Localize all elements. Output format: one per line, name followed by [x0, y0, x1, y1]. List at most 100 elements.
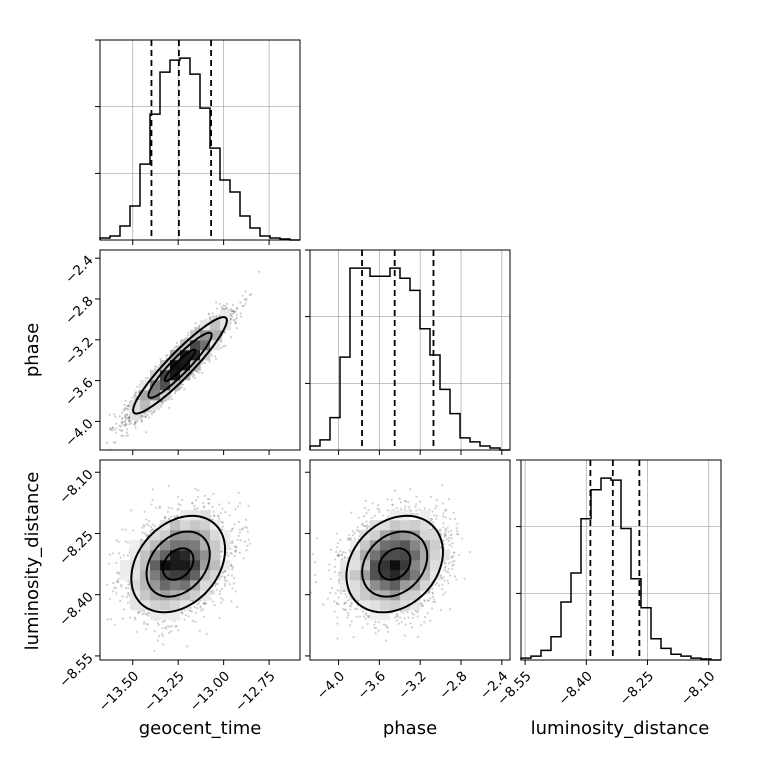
- sample-point: [208, 313, 211, 316]
- sample-point: [234, 318, 237, 321]
- histogram-steps-phase: [309, 267, 510, 451]
- sample-point: [239, 312, 242, 315]
- sample-point: [208, 360, 211, 363]
- sample-point: [210, 315, 213, 318]
- sample-point: [148, 416, 151, 419]
- sample-point: [160, 400, 164, 403]
- sample-point: [223, 331, 227, 334]
- sample-point: [140, 418, 143, 421]
- sample-point: [111, 426, 114, 430]
- sample-point: [218, 314, 221, 318]
- sample-point: [220, 337, 223, 340]
- sample-point: [124, 423, 127, 427]
- sample-point: [144, 416, 147, 419]
- sample-point: [230, 313, 233, 316]
- sample-point: [183, 338, 186, 341]
- sample-point: [124, 415, 127, 418]
- sample-point: [100, 452, 102, 454]
- sample-point: [126, 405, 130, 408]
- sample-point: [109, 428, 112, 431]
- sample-point: [120, 421, 123, 424]
- sample-point: [230, 308, 233, 311]
- sample-point: [197, 327, 200, 330]
- sample-point: [133, 423, 136, 426]
- sample-point: [126, 434, 130, 437]
- sample-point: [110, 427, 113, 430]
- sample-point: [225, 307, 228, 310]
- sample-point: [165, 357, 168, 360]
- sample-point: [133, 394, 136, 397]
- panel-frame: [520, 459, 722, 661]
- sample-point: [161, 400, 164, 403]
- sample-point: [222, 307, 225, 310]
- sample-point: [128, 420, 131, 423]
- sample-point: [244, 290, 247, 293]
- sample-point: [125, 407, 128, 410]
- sample-point: [243, 297, 246, 301]
- sample-point: [225, 302, 229, 305]
- sample-point: [220, 305, 223, 308]
- sample-point: [115, 426, 118, 430]
- sample-point: [153, 367, 157, 370]
- sample-point: [145, 431, 148, 434]
- sample-point: [91, 445, 93, 447]
- sample-point: [120, 422, 124, 425]
- sample-point: [127, 418, 131, 422]
- sample-point: [218, 302, 221, 305]
- sample-point: [211, 312, 214, 315]
- sample-point: [195, 326, 199, 329]
- sample-point: [198, 327, 201, 330]
- sample-point: [111, 426, 114, 429]
- sample-point: [124, 425, 127, 428]
- sample-point: [174, 390, 177, 393]
- sample-point: [114, 422, 118, 425]
- sample-point: [164, 399, 167, 402]
- sample-point: [129, 422, 133, 425]
- sample-point: [235, 327, 238, 330]
- sample-point: [124, 407, 127, 410]
- sample-point: [182, 383, 185, 386]
- sample-point: [214, 301, 218, 304]
- sample-point: [175, 345, 178, 348]
- sample-point: [245, 297, 248, 300]
- sample-point: [220, 346, 223, 350]
- sample-point: [113, 413, 116, 416]
- sample-point: [232, 318, 235, 322]
- sample-point: [144, 415, 147, 418]
- sample-point: [212, 315, 215, 318]
- sample-point: [134, 426, 137, 429]
- sample-point: [225, 306, 228, 310]
- sample-point: [124, 399, 127, 402]
- sample-point: [242, 304, 245, 308]
- sample-point: [209, 318, 213, 321]
- sample-point: [230, 310, 233, 313]
- sample-point: [125, 413, 128, 416]
- histogram-panel-geocent-time: [95, 39, 301, 245]
- sample-point: [120, 411, 124, 414]
- sample-point: [134, 392, 137, 395]
- sample-point: [195, 370, 199, 373]
- sample-point: [123, 421, 127, 424]
- sample-point: [126, 404, 129, 408]
- sample-point: [222, 304, 225, 307]
- sample-point: [141, 415, 144, 418]
- histogram-steps-geocent-time: [99, 57, 300, 241]
- sample-point: [128, 416, 131, 419]
- sample-point: [133, 423, 136, 426]
- sample-point: [134, 391, 138, 394]
- sample-point: [192, 373, 196, 377]
- sample-point: [234, 321, 237, 325]
- sample-point: [167, 406, 171, 409]
- sample-point: [170, 397, 174, 401]
- sample-point: [154, 365, 157, 368]
- sample-point: [241, 294, 244, 297]
- sample-point: [183, 388, 186, 391]
- sample-point: [244, 302, 247, 305]
- sample-point: [213, 355, 216, 358]
- sample-point: [186, 334, 190, 337]
- sample-point: [127, 417, 130, 420]
- sample-point: [120, 418, 124, 421]
- sample-point: [153, 410, 156, 413]
- sample-point: [210, 354, 213, 357]
- sample-point: [150, 410, 153, 413]
